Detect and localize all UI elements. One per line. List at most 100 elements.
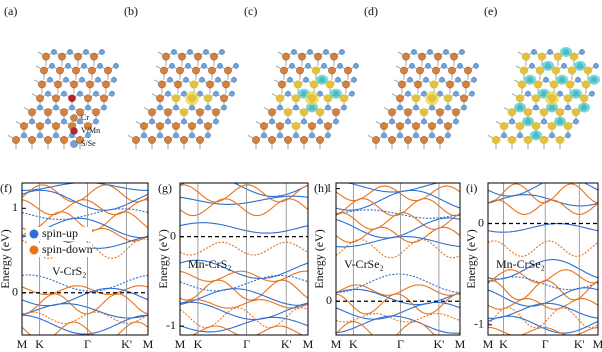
- s-atom: [45, 90, 51, 97]
- cr-atom: [380, 122, 388, 130]
- band-line: [488, 183, 598, 197]
- cr-atom: [436, 108, 444, 117]
- legend-label: spin-up: [42, 226, 78, 240]
- spin-density: [419, 108, 429, 117]
- cr-atom: [204, 122, 212, 130]
- cr-atom: [90, 52, 98, 61]
- spin-density: [535, 66, 545, 75]
- spin-density: [547, 122, 557, 131]
- cr-atom: [314, 52, 322, 61]
- band-line: [180, 274, 308, 292]
- cr-atom: [192, 66, 200, 75]
- band-line: [22, 208, 148, 220]
- s-atom: [93, 118, 99, 125]
- x-tick-label: Γ: [397, 337, 404, 351]
- band-line: [22, 184, 148, 203]
- s-atom: [79, 76, 85, 83]
- y-tick-label: 0: [326, 293, 332, 307]
- spin-density: [283, 108, 293, 117]
- x-tick-label: M: [17, 337, 28, 351]
- s-atom: [47, 76, 53, 83]
- cr-atom: [342, 80, 350, 89]
- cr-atom: [76, 108, 84, 117]
- s-atom: [445, 132, 451, 139]
- bands: [22, 183, 148, 335]
- s-atom: [413, 104, 419, 111]
- spin-density: [323, 94, 333, 103]
- cr-atom: [194, 52, 202, 61]
- s-atom: [65, 63, 71, 69]
- spin-density: [515, 122, 525, 131]
- s-atom: [45, 118, 51, 125]
- s-atom: [335, 76, 341, 83]
- s-atom: [81, 63, 87, 69]
- s-atom: [219, 49, 225, 55]
- cr-atom: [416, 66, 424, 75]
- cr-atom: [316, 136, 324, 144]
- x-tick-label: K': [281, 337, 292, 351]
- spin-density: [522, 116, 534, 127]
- cr-atom: [160, 66, 168, 75]
- s-atom: [61, 118, 67, 125]
- s-atom: [85, 132, 91, 139]
- cr-atom: [196, 136, 204, 144]
- dopant-atom: [68, 94, 76, 103]
- band-line: [336, 313, 460, 323]
- s-atom: [429, 104, 435, 111]
- spin-density: [507, 136, 517, 144]
- s-atom: [469, 90, 475, 97]
- panel-label: (b): [124, 4, 138, 18]
- panel-label: (d): [364, 4, 378, 18]
- s-atom: [291, 49, 297, 55]
- spin-density: [291, 122, 301, 131]
- s-atom: [293, 132, 299, 139]
- x-tick-label: K': [434, 337, 445, 351]
- band-line: [488, 240, 598, 257]
- cr-atom: [452, 108, 460, 117]
- band-line: [22, 311, 148, 324]
- s-atom: [549, 132, 555, 139]
- s-atom: [351, 76, 357, 83]
- band-line: [336, 226, 460, 244]
- band-line: [180, 279, 308, 301]
- band-line: [180, 198, 308, 217]
- spin-density: [521, 52, 531, 61]
- legend-bg: [26, 243, 92, 257]
- spin-density: [569, 52, 579, 61]
- s-atom: [307, 49, 313, 55]
- spin-density: [555, 108, 565, 117]
- band-line: [180, 183, 308, 197]
- s-atom: [427, 49, 433, 55]
- band-line: [488, 315, 598, 334]
- plot-frame: [487, 182, 599, 336]
- s-atom: [37, 104, 43, 111]
- cr-atom: [36, 122, 44, 130]
- spin-density: [560, 46, 572, 57]
- s-atom: [573, 118, 579, 125]
- x-tick-label: Γ: [542, 337, 549, 351]
- s-atom: [231, 76, 237, 83]
- legend-label: S/Se: [81, 139, 96, 148]
- spin-density: [425, 91, 439, 106]
- x-tick-label: Γ: [243, 337, 250, 351]
- cr-atom: [296, 66, 304, 75]
- s-atom: [205, 104, 211, 111]
- s-atom: [341, 104, 347, 111]
- s-atom: [213, 90, 219, 97]
- s-atom: [77, 90, 83, 97]
- s-atom: [423, 76, 429, 83]
- cr-atom: [450, 52, 458, 61]
- cr-atom: [398, 80, 406, 89]
- s-atom: [501, 132, 507, 139]
- spin-density: [542, 60, 554, 71]
- x-tick-label: K': [121, 337, 132, 351]
- s-atom: [421, 118, 427, 125]
- spin-density: [530, 130, 542, 141]
- spin-density: [556, 74, 568, 85]
- legend-marker: [70, 127, 78, 135]
- lattice: [247, 49, 359, 150]
- cr-atom: [414, 80, 422, 89]
- s-atom: [165, 118, 171, 125]
- band-line: [488, 307, 598, 329]
- spin-density: [549, 80, 559, 89]
